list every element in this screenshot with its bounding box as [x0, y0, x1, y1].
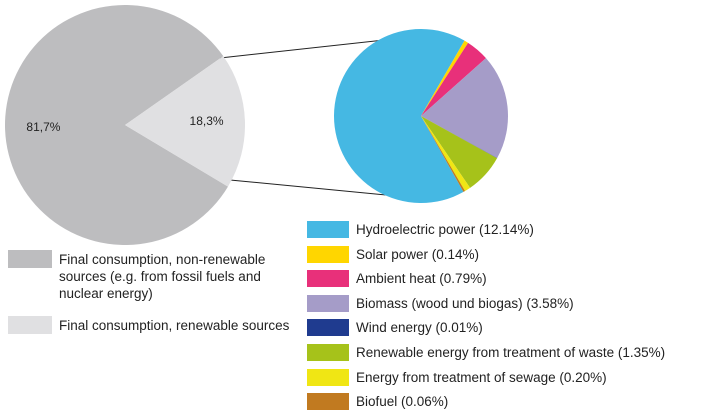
- legend-label: Ambient heat (0.79%): [356, 271, 487, 287]
- slice-label: 81,7%: [26, 120, 60, 134]
- legend-swatch: [307, 393, 349, 411]
- legend-label: Biomass (wood und biogas) (3.58%): [356, 295, 574, 311]
- pie-slice: [421, 116, 498, 188]
- legend-label: Solar power (0.14%): [356, 246, 480, 262]
- legend-label: Wind energy (0.01%): [356, 320, 483, 336]
- legend-swatch: [307, 368, 349, 386]
- legend-swatch: [307, 344, 349, 361]
- legend-label: Biofuel (0.06%): [356, 394, 449, 410]
- legend-swatch: [307, 221, 349, 238]
- legend-label: Final consumption, renewable sources: [59, 318, 290, 333]
- legend-label: Energy from treatment of sewage (0.20%): [356, 369, 607, 385]
- pie-slice: [421, 42, 486, 117]
- pie-slice: [421, 40, 469, 116]
- pie-slice: [421, 58, 508, 159]
- legend-swatch: [307, 319, 349, 337]
- legend-label: Hydroelectric power (12.14%): [356, 222, 534, 237]
- pie-slice: [125, 56, 246, 187]
- legend-swatch: [307, 245, 349, 263]
- legend-label: Renewable energy from treatment of waste…: [356, 345, 666, 360]
- pie-slice: [421, 116, 471, 192]
- legend-swatch: [307, 270, 349, 288]
- pie-slice: [333, 28, 465, 203]
- slice-label: 18,3%: [190, 114, 224, 128]
- legend-swatch: [307, 294, 349, 312]
- legend-swatch: [8, 316, 52, 334]
- pie-slice: [421, 116, 466, 192]
- pie-slice: [421, 116, 498, 159]
- pie-slice: [5, 4, 228, 245]
- legend-swatch: [8, 250, 52, 268]
- legend-label: Final consumption, non-renewable sources…: [59, 252, 266, 301]
